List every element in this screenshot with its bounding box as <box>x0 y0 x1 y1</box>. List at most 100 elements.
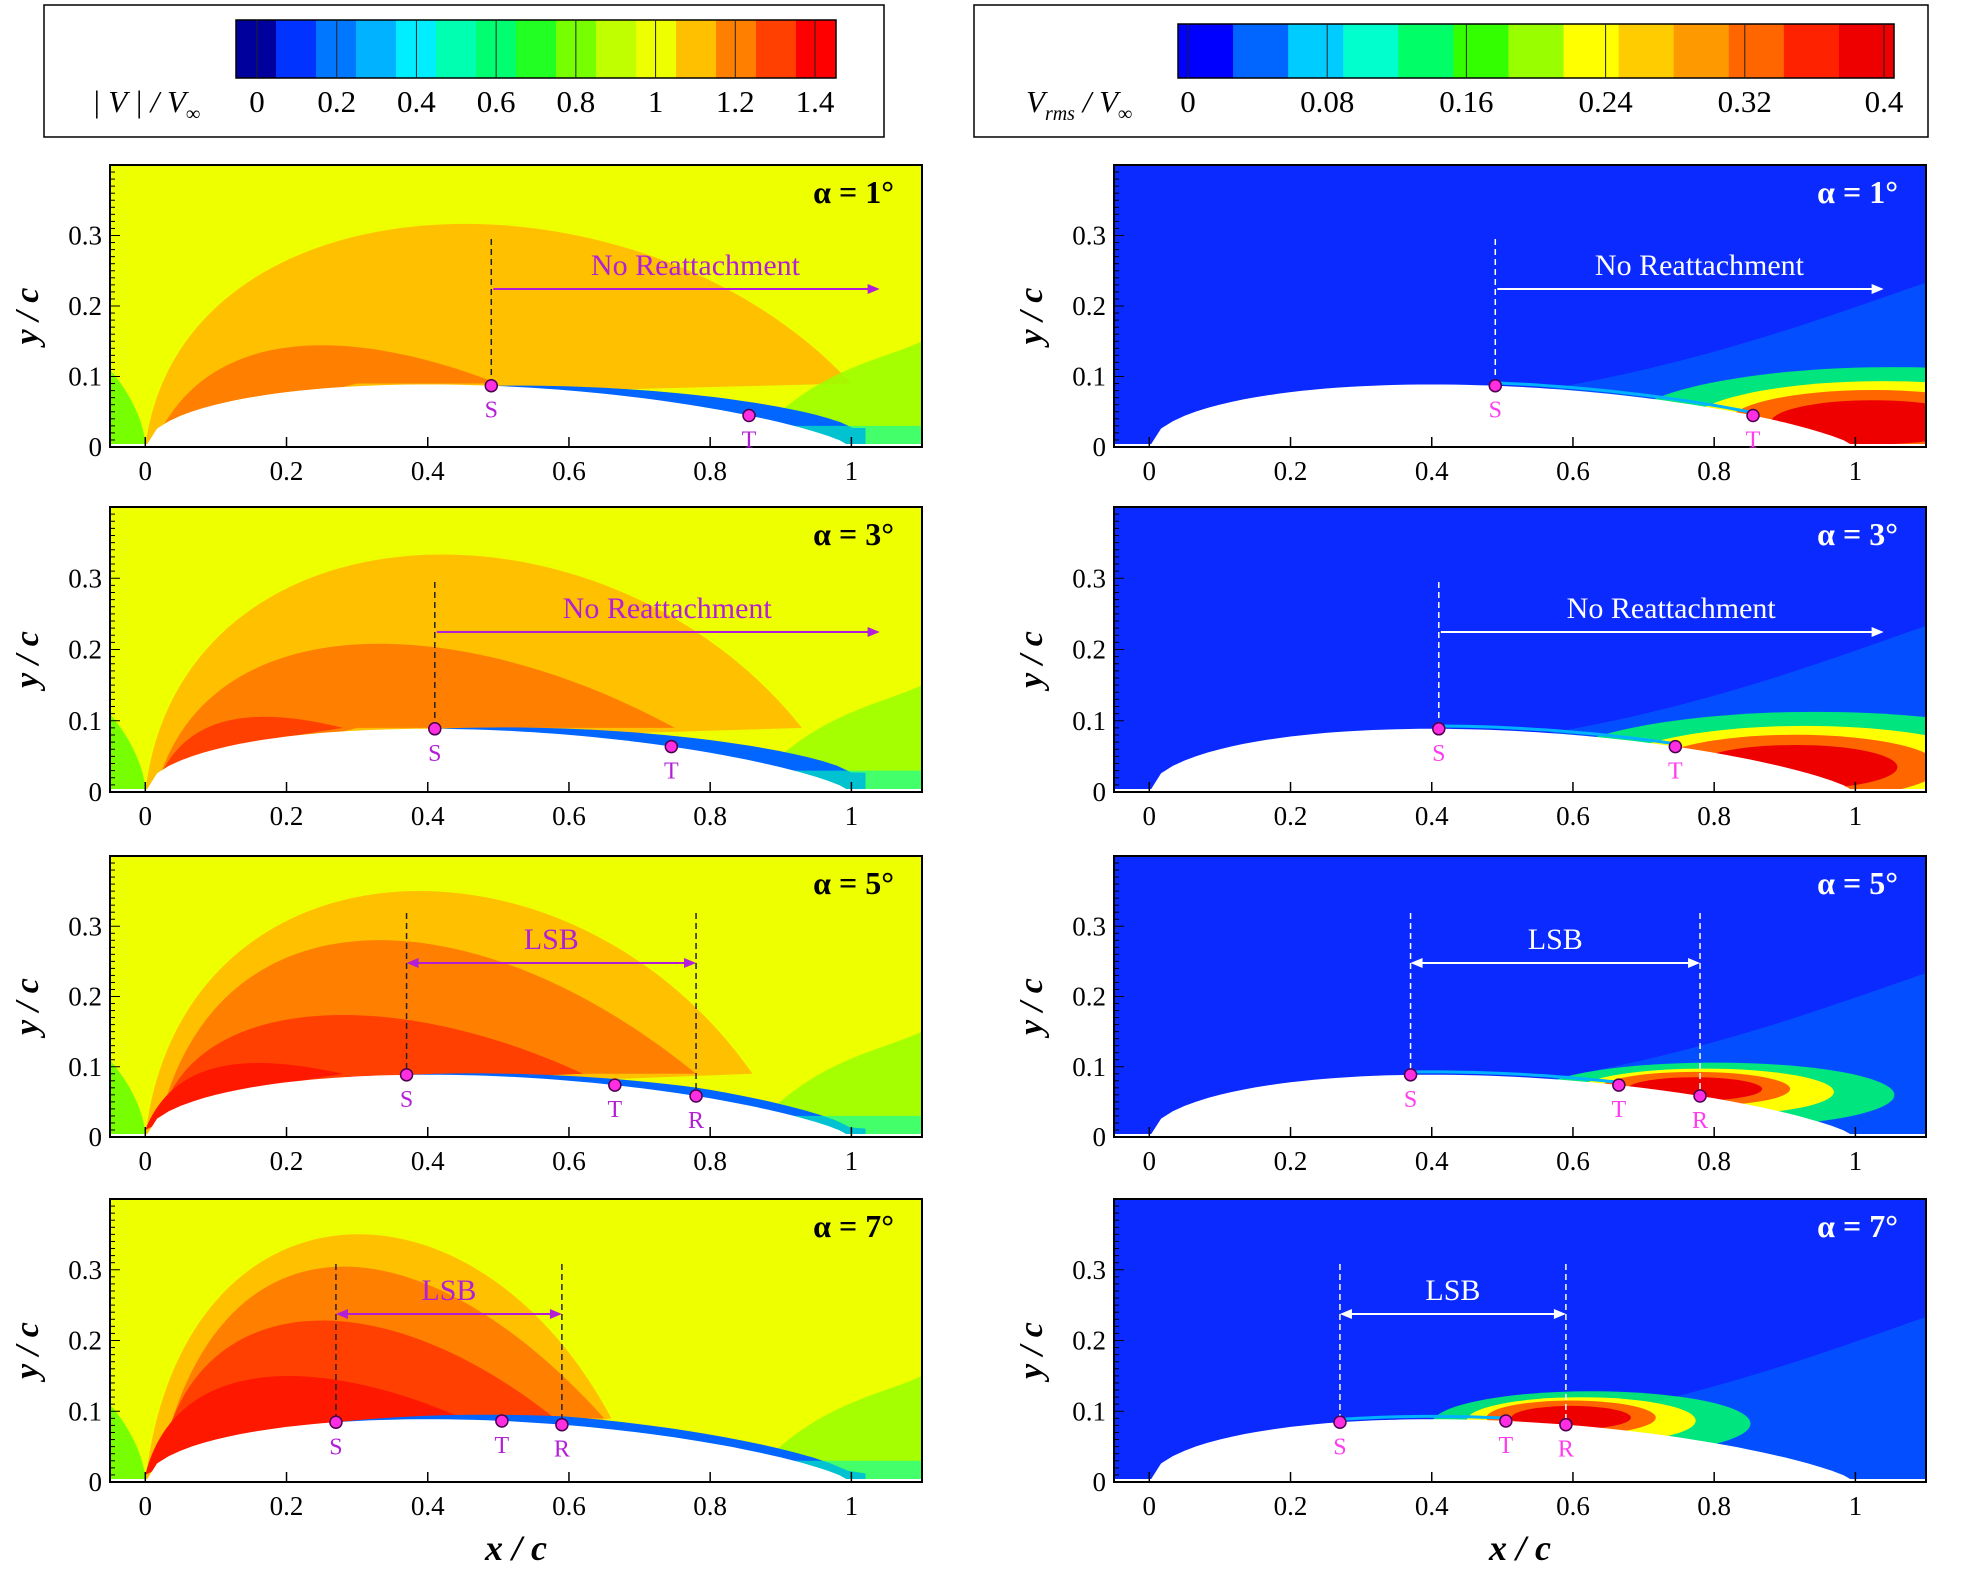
alpha-label: α = 7° <box>1817 1208 1898 1244</box>
lower-boundary <box>110 1479 922 1482</box>
annotation-label: LSB <box>524 923 579 956</box>
colorbar-tick-label: 0.4 <box>397 84 436 119</box>
marker-S <box>1432 722 1446 736</box>
colorbar-swatch <box>636 20 677 78</box>
x-tick-label: 0.8 <box>693 1491 727 1521</box>
colorbar-swatch <box>1288 24 1344 78</box>
panel-rms-4: 0 0.2 0.4 0.6 0.8 1 0 0.1 0.2 0.3 y / c α = 7° LSB S T… <box>1013 1198 1927 1568</box>
y-tick-label: 0.1 <box>1072 1396 1106 1426</box>
boundary-layer-contour <box>1438 724 1676 746</box>
marker-R <box>689 1089 703 1103</box>
colorbar-outline <box>1177 23 1895 79</box>
y-tick-label: 0.1 <box>68 362 102 392</box>
x-tick-label: 0.2 <box>270 456 304 486</box>
y-axis-label: y / c <box>9 631 46 692</box>
marker-S <box>399 1068 414 1082</box>
colorbar-rms: 0 0.08 0.16 0.24 0.32 0.4 Vrms / V∞ <box>973 4 1929 138</box>
marker-label: T <box>495 1433 510 1459</box>
y-axis-label: y / c <box>9 1322 46 1383</box>
contour-field <box>110 1199 922 1482</box>
marker-T <box>608 1078 622 1092</box>
arrow-head <box>684 958 697 968</box>
leading-edge-contour <box>110 369 146 447</box>
y-tick-label: 0.2 <box>68 635 102 665</box>
x-tick-label: 0.8 <box>693 801 727 831</box>
marker-label: T <box>608 1097 623 1123</box>
colorbar-tick-label: 0.4 <box>1865 84 1904 119</box>
y-tick-label: 0 <box>89 1122 103 1152</box>
boundary-layer-contour <box>1410 1070 1620 1084</box>
x-tick-label: 0 <box>139 456 153 486</box>
x-tick-label: 0 <box>1143 1491 1157 1521</box>
boundary-layer-contour <box>1339 1414 1506 1421</box>
marker-S <box>1488 378 1503 393</box>
x-tick-label: 0.4 <box>411 456 445 486</box>
marker-label: T <box>1612 1097 1627 1123</box>
y-tick-label: 0 <box>1093 1467 1107 1497</box>
colorbar-tick-label: 0.16 <box>1439 84 1493 119</box>
x-tick-label: 1 <box>1849 1146 1863 1176</box>
annotation-label: LSB <box>421 1274 476 1307</box>
arrow-head <box>867 627 880 637</box>
annotation-label: LSB <box>1425 1274 1480 1307</box>
marker-T <box>664 739 679 754</box>
lower-boundary <box>110 1134 922 1137</box>
y-axis-label: y / c <box>1013 631 1050 692</box>
x-tick-label: 0.8 <box>693 456 727 486</box>
contour-field <box>110 507 922 792</box>
contour-field <box>1114 165 1926 447</box>
marker-T <box>742 408 756 423</box>
x-axis-label: x / c <box>1488 1528 1551 1568</box>
marker-R <box>555 1417 569 1432</box>
x-tick-label: 0 <box>1143 1146 1157 1176</box>
x-tick-label: 0 <box>139 1146 153 1176</box>
annotation-label: LSB <box>1528 923 1583 956</box>
marker-R <box>1693 1089 1707 1103</box>
colorbar-swatch <box>516 20 557 78</box>
colorbar-swatch <box>1838 24 1895 78</box>
x-axis-label: x / c <box>484 1528 547 1568</box>
y-tick-label: 0.3 <box>68 563 102 593</box>
alpha-label: α = 5° <box>1817 865 1898 901</box>
y-tick-label: 0.1 <box>68 706 102 736</box>
leading-edge-contour <box>110 1060 146 1137</box>
y-tick-label: 0.1 <box>1072 706 1106 736</box>
y-tick-label: 0 <box>89 432 103 462</box>
y-tick-label: 0 <box>89 1467 103 1497</box>
marker-S <box>1403 1068 1418 1082</box>
y-axis-label: y / c <box>1013 978 1050 1039</box>
colorbar-swatch <box>1453 24 1509 78</box>
alpha-label: α = 1° <box>813 174 894 210</box>
x-tick-label: 0.6 <box>552 1491 586 1521</box>
colorbar-swatch <box>1673 24 1730 78</box>
y-tick-label: 0.2 <box>1072 1326 1106 1356</box>
marker-T <box>1612 1078 1626 1092</box>
marker-label: T <box>1668 759 1683 785</box>
marker-label: S <box>329 1434 342 1460</box>
x-tick-label: 0.6 <box>1556 1146 1590 1176</box>
contour-band-1.5 <box>145 1063 344 1130</box>
x-tick-label: 1 <box>845 456 859 486</box>
marker-T <box>1746 408 1760 423</box>
x-tick-label: 0.8 <box>693 1146 727 1176</box>
y-tick-label: 0.2 <box>1072 635 1106 665</box>
alpha-label: α = 3° <box>1817 516 1898 552</box>
alpha-label: α = 5° <box>813 865 894 901</box>
alpha-label: α = 3° <box>813 516 894 552</box>
arrow-head <box>1871 284 1884 294</box>
arrow-head <box>1339 1309 1352 1319</box>
marker-label: T <box>1746 427 1761 453</box>
panel-rms-1: 0 0.2 0.4 0.6 0.8 1 0 0.1 0.2 0.3 y / c α = 1° No Re… <box>1013 164 1927 486</box>
x-tick-label: 0.8 <box>1697 801 1731 831</box>
y-tick-label: 0.2 <box>68 982 102 1012</box>
colorbar-velocity: 0 0.2 0.4 0.6 0.8 1 1.2 1.4 | V | / V∞ <box>43 4 885 138</box>
leading-edge-contour <box>110 714 146 792</box>
colorbar-swatch <box>436 20 477 78</box>
y-tick-label: 0.3 <box>1072 1255 1106 1285</box>
x-tick-label: 0.2 <box>1274 456 1308 486</box>
arrow-head <box>549 1309 562 1319</box>
boundary-layer-contour <box>1495 381 1754 415</box>
panel-vel-2: 0 0.2 0.4 0.6 0.8 1 0 0.1 0.2 0.3 y / c α = 3° No Re… <box>9 506 923 831</box>
airfoil <box>1149 1419 1856 1482</box>
